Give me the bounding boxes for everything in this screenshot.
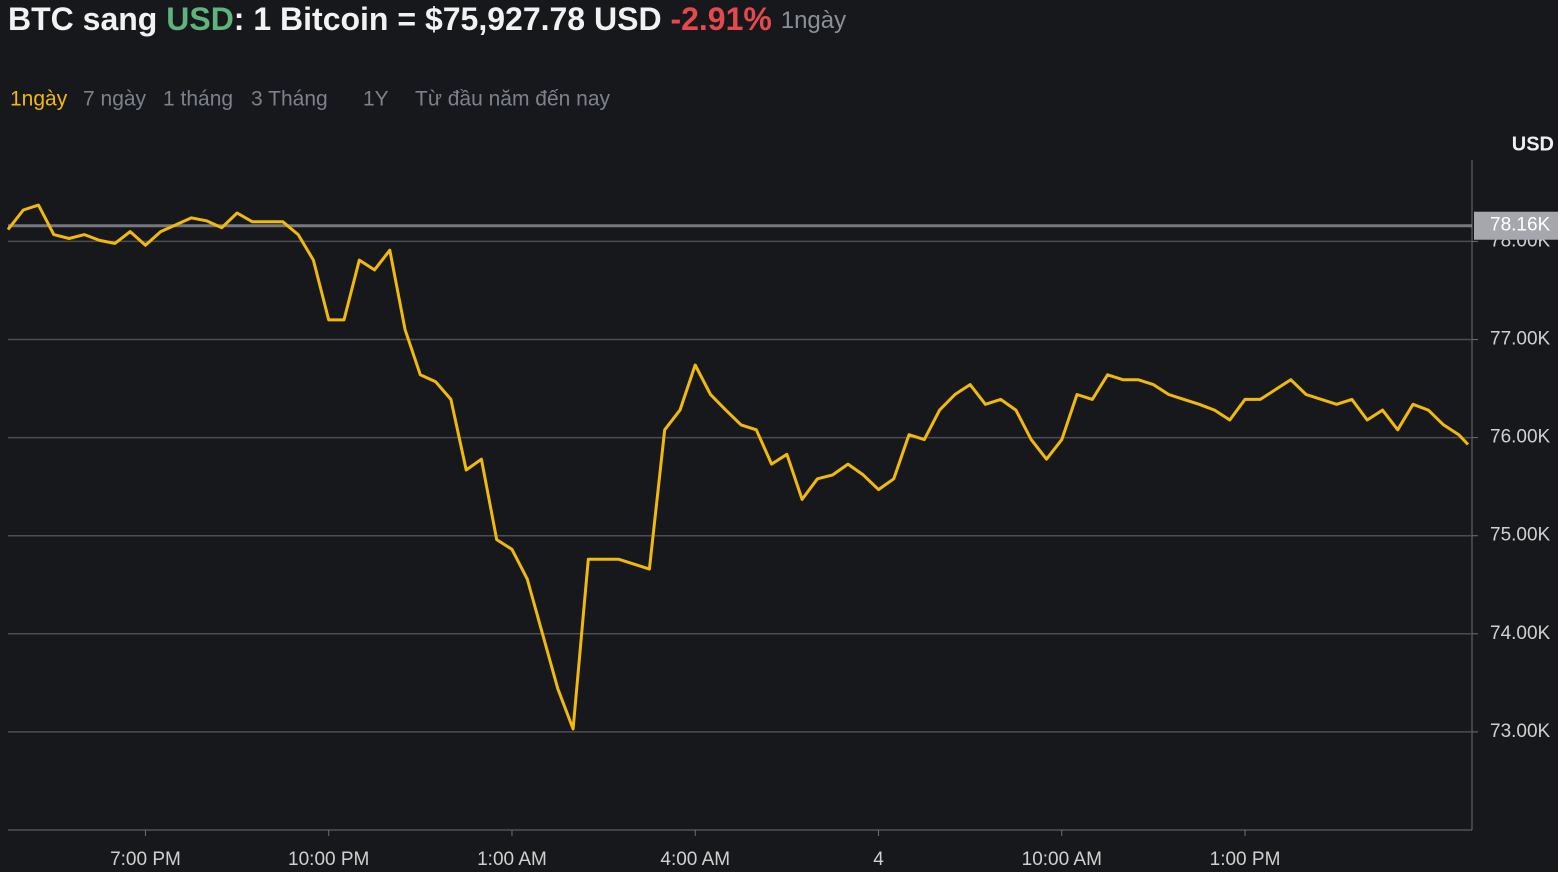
y-tick-label: 73.00K — [1490, 721, 1551, 742]
title-part: BTC sang — [8, 1, 157, 37]
price-line — [6, 203, 1470, 731]
tab[interactable]: 3 Tháng — [251, 88, 328, 111]
tab[interactable]: Từ đầu năm đến nay — [415, 88, 611, 111]
x-tick-label: 4:00 AM — [660, 849, 730, 870]
title-period: 1ngày — [781, 7, 846, 34]
y-tick-label: 76.00K — [1490, 427, 1551, 448]
title-change: -2.91% — [670, 1, 771, 37]
title-currency: USD — [166, 1, 234, 37]
reference-label: 78.16K — [1490, 215, 1551, 236]
reference-label-box — [1474, 211, 1558, 240]
title: BTC sang USD: 1 Bitcoin = $75,927.78 USD… — [8, 1, 846, 37]
x-tick-label: 7:00 PM — [110, 849, 181, 870]
tab[interactable]: 1 tháng — [163, 88, 233, 111]
tab[interactable]: 7 ngày — [83, 88, 147, 111]
tab[interactable]: 1Y — [363, 88, 389, 111]
y-tick-label: 77.00K — [1490, 329, 1551, 350]
x-tick-label: 1:00 AM — [477, 849, 547, 870]
tabs: 1ngày 7 ngày 1 tháng 3 Tháng 1Y Từ đầu n… — [10, 88, 611, 111]
x-tick-label: 10:00 AM — [1022, 849, 1102, 870]
y-unit: USD — [1512, 133, 1554, 155]
x-tick-label: 10:00 PM — [288, 849, 369, 870]
x-tick-label: 4 — [873, 849, 884, 870]
title-part: : 1 Bitcoin = $75,927.78 USD — [234, 1, 662, 37]
y-tick-label: 75.00K — [1490, 525, 1551, 546]
x-tick-label: 1:00 PM — [1210, 849, 1281, 870]
tab[interactable]: 1ngày — [10, 88, 68, 111]
y-tick-label: 74.00K — [1490, 623, 1551, 644]
